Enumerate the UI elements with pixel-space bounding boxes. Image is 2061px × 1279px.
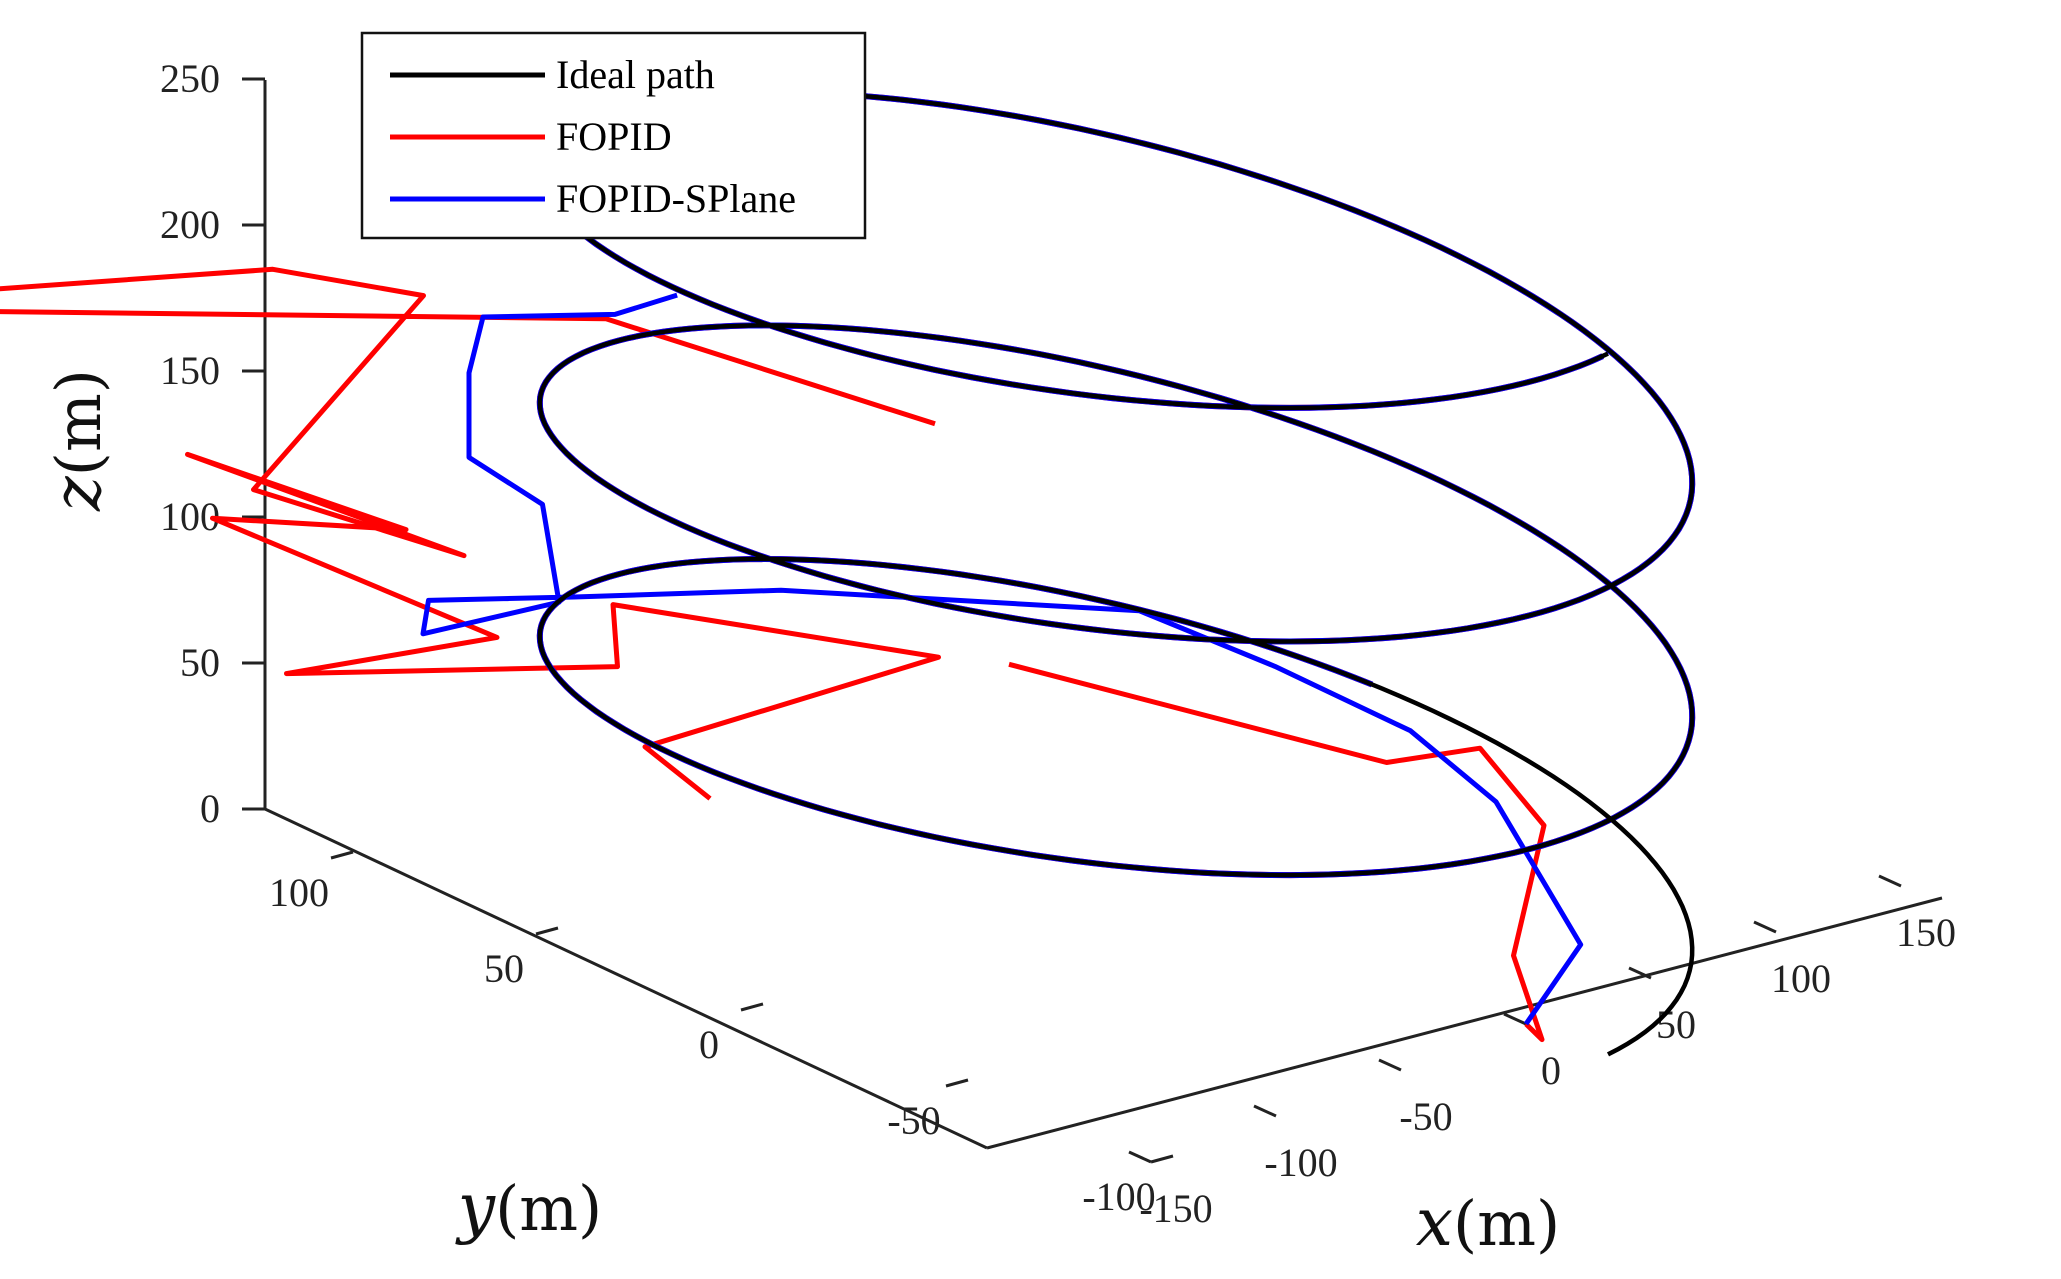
x-tick-mark bbox=[1503, 1012, 1527, 1026]
x-tick-label: -100 bbox=[1264, 1140, 1337, 1185]
y-axis-label: y(m) bbox=[455, 1169, 602, 1246]
x-axis-label-var: x bbox=[1416, 1184, 1453, 1261]
y-tick-mark bbox=[330, 850, 354, 860]
x-axis-line bbox=[986, 896, 1943, 1150]
x-tick-label: 150 bbox=[1896, 910, 1956, 955]
series-fopid-transient bbox=[0, 266, 941, 801]
x-tick-mark bbox=[1128, 1150, 1152, 1164]
z-tick-label: 250 bbox=[160, 56, 220, 101]
x-tick-label: -50 bbox=[1399, 1094, 1452, 1139]
x-tick-label: 100 bbox=[1771, 956, 1831, 1001]
y-tick-label: 0 bbox=[699, 1022, 719, 1067]
x-tick-mark bbox=[1878, 874, 1902, 888]
x-axis-label: x(m) bbox=[1416, 1184, 1560, 1261]
z-tick-label: 50 bbox=[180, 640, 220, 685]
y-tick-label: -100 bbox=[1082, 1174, 1155, 1219]
x-tick-mark bbox=[1628, 966, 1652, 980]
legend-label-fopid-splane: FOPID-SPlane bbox=[556, 176, 796, 221]
y-tick-mark bbox=[945, 1078, 969, 1088]
legend: Ideal path FOPID FOPID-SPlane bbox=[360, 31, 867, 240]
x-tick-label: 0 bbox=[1541, 1048, 1561, 1093]
y-tick-label: -50 bbox=[887, 1098, 940, 1143]
legend-label-ideal: Ideal path bbox=[556, 52, 715, 97]
series-fopid-approach bbox=[1008, 661, 1547, 1043]
z-tick-label: 150 bbox=[160, 348, 220, 393]
legend-label-fopid: FOPID bbox=[556, 114, 672, 159]
z-axis-label: z(m) bbox=[39, 369, 116, 512]
y-tick-label: 50 bbox=[484, 946, 524, 991]
z-tick-label: 100 bbox=[160, 494, 220, 539]
y-tick-mark bbox=[535, 926, 559, 936]
y-tick-mark bbox=[1150, 1154, 1174, 1164]
y-axis-label-var: y bbox=[455, 1169, 496, 1246]
y-tick-label: 100 bbox=[269, 870, 329, 915]
y-axis-label-unit: (m) bbox=[495, 1172, 602, 1245]
x-tick-mark bbox=[1378, 1058, 1402, 1072]
x-tick-label: 50 bbox=[1656, 1002, 1696, 1047]
x-tick-mark bbox=[1753, 920, 1777, 934]
svg-text:y(m): y(m) bbox=[455, 1169, 602, 1246]
svg-text:x(m): x(m) bbox=[1416, 1184, 1560, 1261]
svg-text:z(m): z(m) bbox=[39, 369, 116, 512]
z-axis-label-var: z bbox=[39, 475, 116, 512]
y-axis-line bbox=[264, 807, 988, 1150]
x-axis-label-unit: (m) bbox=[1453, 1187, 1560, 1260]
z-axis-label-unit: (m) bbox=[42, 369, 115, 476]
y-tick-mark bbox=[740, 1002, 764, 1012]
ticks-layer: 050100150200250-100-50050100-150-100-500… bbox=[160, 56, 1956, 1231]
z-tick-label: 0 bbox=[200, 786, 220, 831]
x-tick-label: -150 bbox=[1139, 1186, 1212, 1231]
series-fopid-splane-approach bbox=[420, 292, 1584, 1026]
z-tick-label: 200 bbox=[160, 202, 220, 247]
x-tick-mark bbox=[1253, 1104, 1277, 1118]
